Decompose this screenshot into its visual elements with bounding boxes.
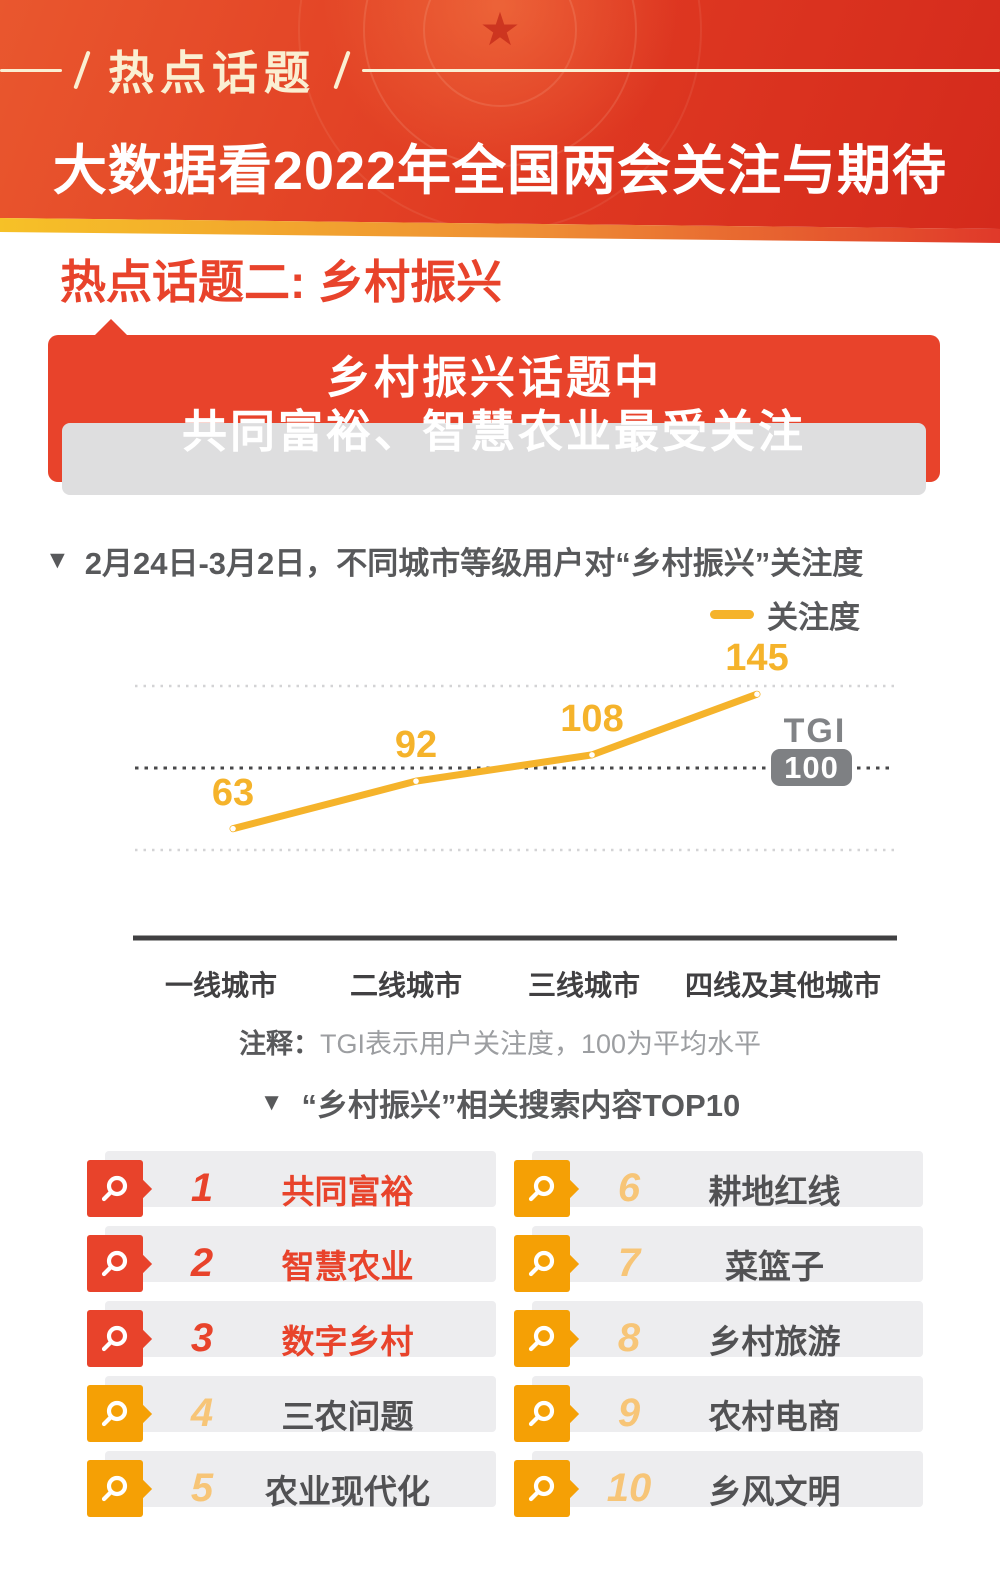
slash-icon xyxy=(73,50,91,90)
top10-section-title: ▼ “乡村振兴”相关搜索内容TOP10 xyxy=(0,1080,1000,1125)
rank-number: 3 xyxy=(190,1316,214,1360)
chart-title-text: 2月24日-3月2日，不同城市等级用户对“乡村振兴”关注度 xyxy=(84,546,864,581)
tgi-axis-label: TGI xyxy=(783,712,847,750)
rank-number: 2 xyxy=(190,1241,214,1285)
badge-line-left xyxy=(0,68,62,72)
header-background: ★ 热点话题 大数据看2022年全国两会关注与期待 xyxy=(0,0,1000,229)
search-icon xyxy=(528,1325,555,1351)
banner-line1: 乡村振兴话题中 xyxy=(325,352,662,403)
rank-number: 8 xyxy=(617,1316,641,1360)
keyword: 共同富裕 xyxy=(281,1172,414,1210)
data-label: 63 xyxy=(211,771,255,814)
rank-number: 1 xyxy=(190,1166,214,1210)
top10-item: 3 数字乡村 xyxy=(87,1301,496,1367)
legend-line-swatch xyxy=(710,610,754,619)
topic-heading: 热点话题二: 乡村振兴 xyxy=(60,256,503,308)
search-icon xyxy=(101,1175,128,1201)
hot-topic-badge: 热点话题 xyxy=(0,44,1000,99)
search-icon-box xyxy=(87,1460,143,1517)
search-icon-box xyxy=(514,1235,570,1292)
tgi-baseline-badge: 100 xyxy=(771,749,852,786)
search-icon-box xyxy=(87,1385,143,1442)
rank-number: 4 xyxy=(190,1391,214,1435)
star-icon: ★ xyxy=(479,3,521,55)
chart-section-title: ▼ 2月24日-3月2日，不同城市等级用户对“乡村振兴”关注度 xyxy=(45,538,863,583)
rank-number: 10 xyxy=(606,1466,652,1510)
search-icon-box xyxy=(514,1160,570,1217)
search-icon xyxy=(101,1400,128,1426)
slash-icon xyxy=(333,50,351,90)
data-label: 108 xyxy=(560,697,624,740)
keyword: 耕地红线 xyxy=(708,1172,841,1210)
data-label: 145 xyxy=(725,637,789,680)
search-icon-box xyxy=(514,1310,570,1367)
search-icon xyxy=(528,1400,555,1426)
keyword: 三农问题 xyxy=(281,1397,414,1435)
chart-footnote: 注释：TGI表示用户关注度，100为平均水平 xyxy=(0,1022,1000,1061)
search-icon xyxy=(101,1475,128,1501)
top10-item: 2 智慧农业 xyxy=(87,1226,496,1292)
top10-item: 4 三农问题 xyxy=(87,1376,496,1442)
keyword: 农村电商 xyxy=(708,1397,841,1435)
search-icon xyxy=(528,1250,555,1276)
top10-item: 8 乡村旅游 xyxy=(514,1301,923,1367)
x-axis-label: 三线城市 xyxy=(527,970,640,1001)
legend-label: 关注度 xyxy=(767,600,860,635)
footnote-text: TGI表示用户关注度，100为平均水平 xyxy=(319,1029,762,1059)
rank-number: 5 xyxy=(190,1466,214,1510)
triangle-down-icon: ▼ xyxy=(45,546,70,574)
rank-number: 9 xyxy=(617,1391,641,1435)
search-icon xyxy=(101,1250,128,1276)
triangle-down-icon: ▼ xyxy=(259,1088,284,1116)
top10-title-text: “乡村振兴”相关搜索内容TOP10 xyxy=(301,1088,741,1123)
top10-item: 7 菜篮子 xyxy=(514,1226,923,1292)
top10-item: 1 共同富裕 xyxy=(87,1151,496,1217)
data-label: 92 xyxy=(394,724,438,767)
search-icon xyxy=(528,1175,555,1201)
search-icon-box xyxy=(87,1235,143,1292)
keyword: 数字乡村 xyxy=(281,1322,414,1360)
search-icon-box xyxy=(87,1160,143,1217)
search-icon xyxy=(101,1325,128,1351)
top10-item: 6 耕地红线 xyxy=(514,1151,923,1217)
line-chart xyxy=(0,640,1000,960)
badge-label: 热点话题 xyxy=(108,47,316,99)
rank-number: 6 xyxy=(617,1166,641,1210)
keyword: 农业现代化 xyxy=(265,1472,430,1510)
header: ★ 热点话题 大数据看2022年全国两会关注与期待 xyxy=(0,0,1000,243)
x-axis-label: 二线城市 xyxy=(349,970,462,1001)
keyword: 乡村旅游 xyxy=(708,1322,841,1360)
key-finding-banner: 乡村振兴话题中 共同富裕、智慧农业最受关注 xyxy=(48,319,940,495)
page-title: 大数据看2022年全国两会关注与期待 xyxy=(52,141,948,201)
keyword: 智慧农业 xyxy=(281,1247,414,1285)
x-axis-label: 四线及其他城市 xyxy=(684,970,881,1001)
chart-canvas xyxy=(133,684,897,941)
search-icon-box xyxy=(514,1460,570,1517)
banner-pointer xyxy=(94,319,128,336)
banner-line2: 共同富裕、智慧农业最受关注 xyxy=(181,406,806,457)
badge-line-right xyxy=(362,68,1000,72)
top10-item: 5 农业现代化 xyxy=(87,1451,496,1517)
footnote-prefix: 注释： xyxy=(238,1029,320,1059)
keyword: 菜篮子 xyxy=(725,1247,824,1285)
keyword: 乡风文明 xyxy=(708,1472,841,1510)
x-axis-label: 一线城市 xyxy=(164,970,277,1001)
top10-item: 9 农村电商 xyxy=(514,1376,923,1442)
top10-item: 10 乡风文明 xyxy=(514,1451,923,1517)
rank-number: 7 xyxy=(617,1241,641,1285)
search-icon-box xyxy=(514,1385,570,1442)
top10-column-left: 1 共同富裕 2 智慧农业 3 数字乡村 4 三农问题 5 农业现代化 xyxy=(87,1151,496,1535)
top10-column-right: 6 耕地红线 7 菜篮子 8 乡村旅游 9 农村电商 10 乡风文明 xyxy=(514,1151,923,1535)
search-icon xyxy=(528,1475,555,1501)
chart-legend: 关注度 xyxy=(710,592,860,637)
search-icon-box xyxy=(87,1310,143,1367)
